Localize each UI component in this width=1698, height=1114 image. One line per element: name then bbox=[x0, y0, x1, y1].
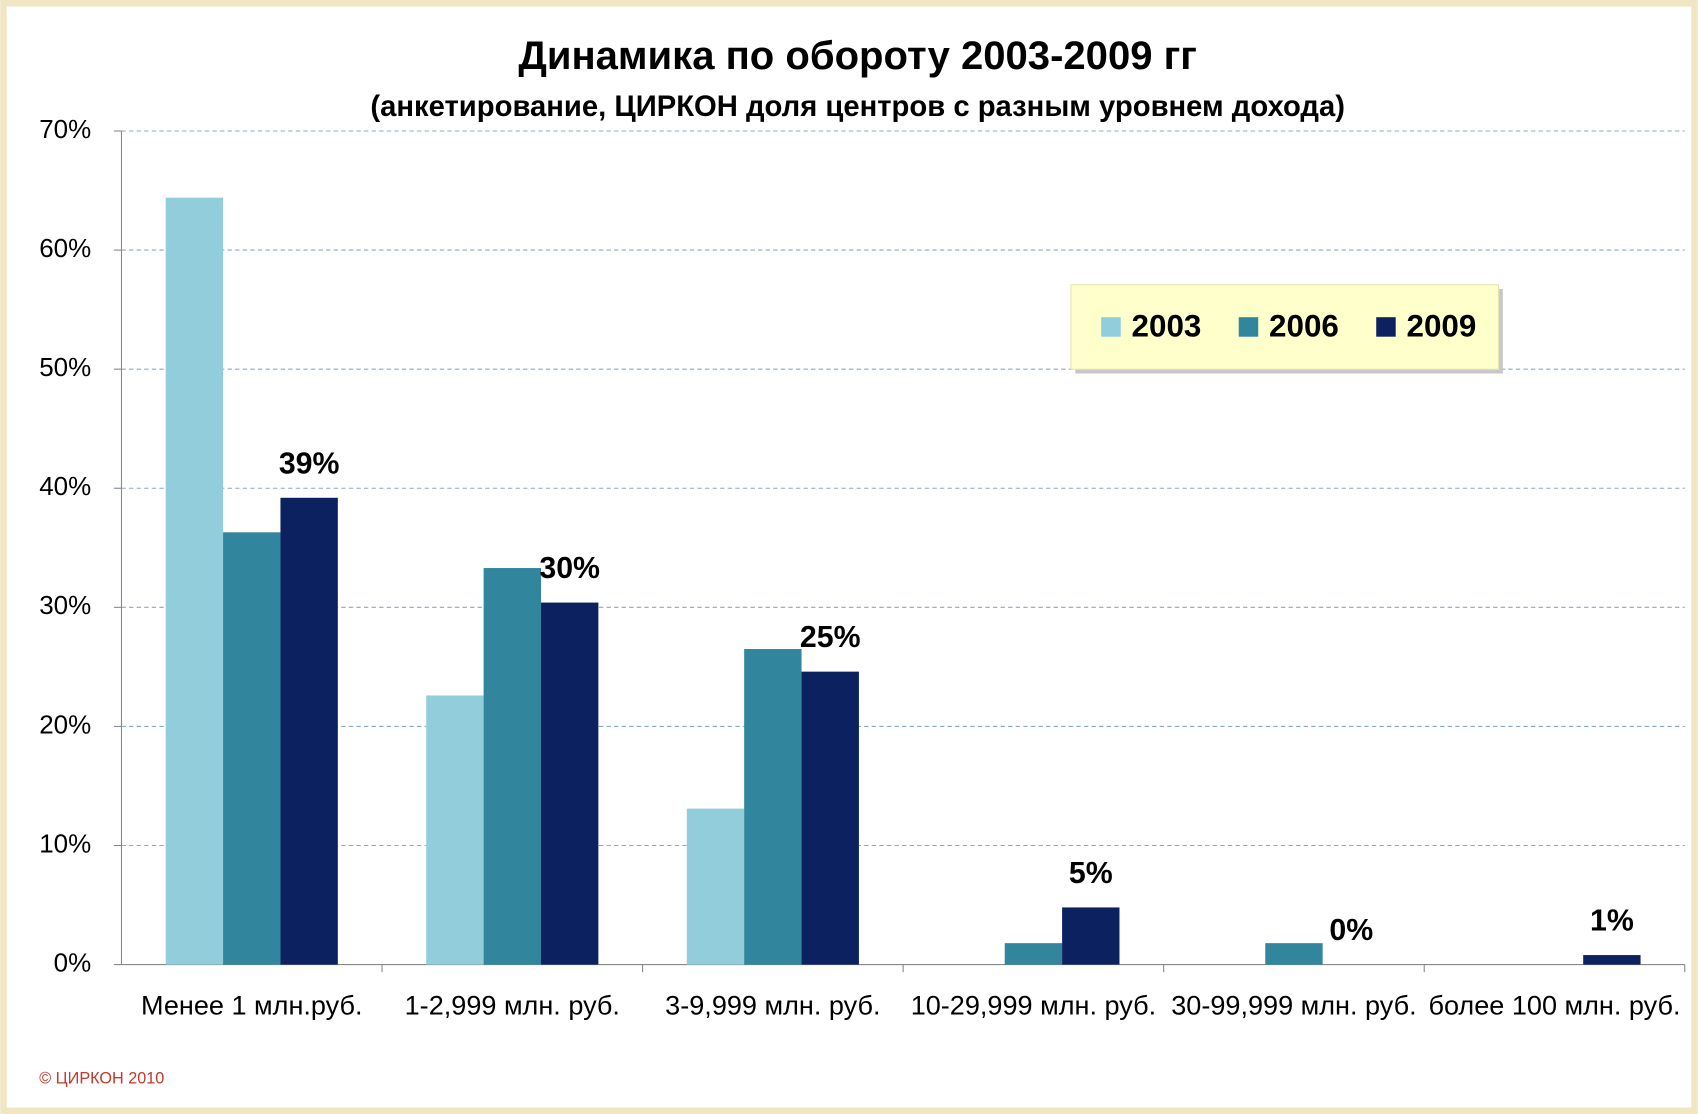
x-tick-label: 10-29,999 млн. руб. bbox=[910, 990, 1157, 1021]
y-tick-label: 50% bbox=[39, 352, 91, 382]
bar bbox=[540, 602, 599, 965]
bar bbox=[1004, 943, 1063, 965]
legend-swatch bbox=[1238, 317, 1259, 337]
bar bbox=[426, 695, 484, 965]
x-tick-label: 1-2,999 млн. руб. bbox=[404, 990, 620, 1021]
data-label: 0% bbox=[1329, 914, 1373, 947]
bar bbox=[801, 671, 859, 965]
bar bbox=[280, 497, 338, 965]
x-tick-label-box: Менее 1 млн.руб. bbox=[140, 990, 363, 1021]
y-tick-label: 0% bbox=[54, 947, 92, 977]
legend-swatch bbox=[1376, 317, 1396, 337]
chart-subtitle: (анкетирование, ЦИРКОН доля центров с ра… bbox=[370, 91, 1345, 123]
y-tick-label: 70% bbox=[39, 114, 91, 144]
bar bbox=[686, 808, 745, 965]
x-tick-label: 30-99,999 млн. руб. bbox=[1171, 990, 1417, 1021]
data-label: 39% bbox=[279, 447, 340, 480]
legend-label: 2003 bbox=[1132, 308, 1202, 343]
y-tick-label: 30% bbox=[39, 590, 91, 620]
bar bbox=[1062, 907, 1120, 965]
x-tick-label-box: более 100 млн. руб. bbox=[1428, 990, 1681, 1021]
x-tick-label-box: 30-99,999 млн. руб. bbox=[1171, 990, 1417, 1021]
bar bbox=[744, 649, 802, 965]
legend-label: 2009 bbox=[1407, 308, 1477, 343]
bar bbox=[223, 532, 281, 965]
bar bbox=[1583, 955, 1641, 965]
y-tick-label: 60% bbox=[39, 233, 91, 263]
x-tick-label-box: 3-9,999 млн. руб. bbox=[665, 990, 881, 1021]
bar bbox=[483, 568, 541, 965]
data-label: 30% bbox=[539, 552, 600, 585]
x-tick-label: 3-9,999 млн. руб. bbox=[665, 990, 881, 1021]
y-tick-label: 40% bbox=[39, 471, 91, 501]
footer: © ЦИРКОН 2010 bbox=[39, 1070, 164, 1088]
data-label: 1% bbox=[1590, 905, 1634, 938]
y-tick-label: 10% bbox=[39, 828, 91, 858]
legend-swatch bbox=[1101, 317, 1121, 337]
x-tick-label: Менее 1 млн.руб. bbox=[140, 990, 363, 1021]
x-tick-label-box: 10-29,999 млн. руб. bbox=[910, 990, 1157, 1021]
data-label: 5% bbox=[1069, 857, 1113, 890]
x-tick-label: более 100 млн. руб. bbox=[1428, 990, 1681, 1021]
x-tick-label-box: 1-2,999 млн. руб. bbox=[404, 990, 620, 1021]
bar bbox=[165, 197, 224, 965]
legend-label: 2006 bbox=[1269, 308, 1339, 343]
bar bbox=[1265, 943, 1323, 965]
data-label: 25% bbox=[800, 621, 861, 654]
legend bbox=[1070, 284, 1500, 370]
y-tick-label: 20% bbox=[39, 709, 91, 739]
chart-title: Динамика по обороту 2003-2009 гг bbox=[518, 34, 1197, 78]
